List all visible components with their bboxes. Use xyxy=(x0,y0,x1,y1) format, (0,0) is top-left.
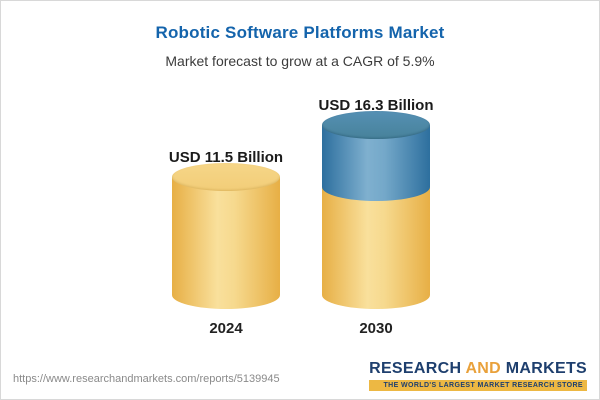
value-label-2024: USD 11.5 Billion xyxy=(168,149,284,166)
chart-subtitle: Market forecast to grow at a CAGR of 5.9… xyxy=(165,53,435,69)
chart-title: Robotic Software Platforms Market xyxy=(155,23,445,42)
cylinder-bar-2024 xyxy=(172,163,280,309)
logo-word-research: RESEARCH xyxy=(369,360,466,377)
logo-wordmark: RESEARCH AND MARKETS xyxy=(369,360,587,378)
category-label-2030: 2030 xyxy=(359,320,393,337)
category-label-2024: 2024 xyxy=(209,320,243,337)
logo-word-and: AND xyxy=(465,360,502,377)
value-label-2030: USD 16.3 Billion xyxy=(318,97,434,114)
cylinder-2030-top-cap xyxy=(322,111,430,139)
logo-tagline: THE WORLD'S LARGEST MARKET RESEARCH STOR… xyxy=(369,380,587,391)
cylinder-2024-body xyxy=(172,177,280,309)
cylinder-2024-top-cap xyxy=(172,163,280,191)
research-and-markets-logo: RESEARCH AND MARKETS THE WORLD'S LARGEST… xyxy=(369,360,587,391)
cylinder-bar-2030 xyxy=(322,111,430,309)
cylinder-2030-base-segment xyxy=(322,187,430,309)
source-url: https://www.researchandmarkets.com/repor… xyxy=(13,373,280,385)
logo-word-markets: MARKETS xyxy=(501,360,587,377)
